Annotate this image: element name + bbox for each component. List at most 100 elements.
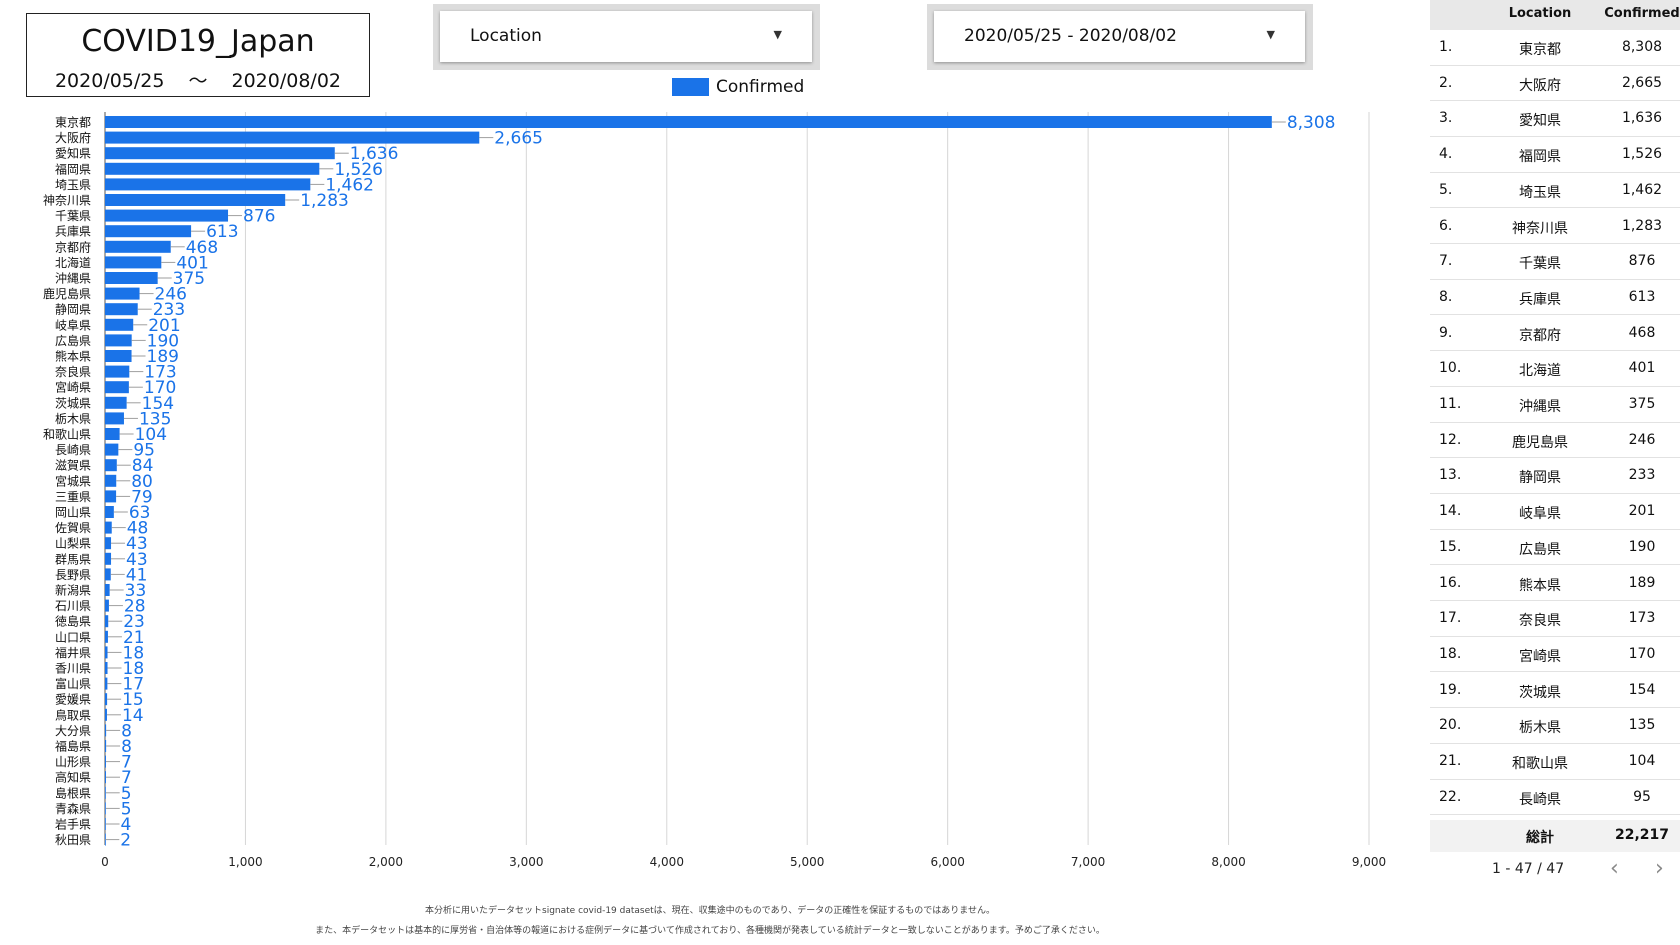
row-rank: 5. [1439, 181, 1453, 198]
table-row[interactable]: 14. 岐阜県 201 [1430, 494, 1680, 530]
category-label: 長崎県 [55, 443, 91, 457]
date-end: 2020/08/02 [231, 70, 342, 92]
category-label: 佐賀県 [55, 521, 91, 535]
table-row[interactable]: 20. 栃木県 135 [1430, 708, 1680, 744]
column-header-confirmed[interactable]: Confirmed [1604, 6, 1680, 21]
category-label: 岐阜県 [55, 318, 91, 332]
date-range-dropdown[interactable]: 2020/05/25 - 2020/08/02 ▼ [934, 11, 1305, 62]
bar [105, 615, 109, 628]
x-tick-label: 3,000 [509, 855, 543, 869]
row-location: 千葉県 [1519, 256, 1561, 273]
x-tick-label: 1,000 [228, 855, 262, 869]
category-label: 徳島県 [55, 614, 91, 629]
chevron-right-icon[interactable]: › [1655, 856, 1664, 881]
row-location: 大阪府 [1519, 77, 1561, 94]
row-confirmed: 95 [1633, 788, 1651, 805]
category-label: 栃木県 [55, 412, 91, 426]
chevron-left-icon[interactable]: ‹ [1610, 856, 1619, 881]
location-filter-dropdown[interactable]: Location ▼ [440, 11, 812, 62]
data-label: 189 [147, 347, 179, 367]
bar [105, 677, 108, 690]
category-label: 岩手県 [55, 817, 91, 832]
caret-down-icon[interactable]: ▼ [1266, 28, 1275, 41]
table-row[interactable]: 17. 奈良県 173 [1430, 601, 1680, 637]
data-label: 170 [144, 378, 176, 398]
row-rank: 19. [1439, 681, 1462, 698]
category-label: 秋田県 [55, 833, 91, 847]
bar [105, 708, 107, 721]
bar [105, 209, 229, 222]
category-label: 高知県 [55, 770, 91, 785]
bar [105, 365, 130, 378]
caret-down-icon[interactable]: ▼ [773, 28, 782, 41]
category-label: 熊本県 [55, 349, 91, 364]
table-row[interactable]: 4. 福岡県 1,526 [1430, 137, 1680, 173]
table-row[interactable]: 22. 長崎県 95 [1430, 780, 1680, 816]
data-label: 135 [139, 409, 171, 429]
table-row[interactable]: 13. 静岡県 233 [1430, 458, 1680, 494]
row-rank: 17. [1439, 610, 1462, 627]
table-row[interactable]: 10. 北海道 401 [1430, 351, 1680, 387]
table-row[interactable]: 15. 広島県 190 [1430, 530, 1680, 566]
row-rank: 16. [1439, 574, 1462, 591]
bar [105, 396, 127, 409]
x-tick-label: 7,000 [1071, 855, 1105, 869]
table-row[interactable]: 7. 千葉県 876 [1430, 244, 1680, 280]
table-row[interactable]: 2. 大阪府 2,665 [1430, 66, 1680, 102]
table-row[interactable]: 3. 愛知県 1,636 [1430, 101, 1680, 137]
table-row[interactable]: 9. 京都府 468 [1430, 316, 1680, 352]
data-label: 104 [135, 425, 167, 445]
table-row[interactable]: 1. 東京都 8,308 [1430, 30, 1680, 66]
bar [105, 490, 117, 503]
confirmed-bar-chart: 0 1,000 2,000 3,000 4,000 5,000 6,000 7,000 8,00… [43, 112, 1386, 869]
category-label: 群馬県 [55, 552, 91, 566]
category-label: 大分県 [55, 724, 91, 738]
report-date-range: 2020/05/25 〜 2020/08/02 [27, 66, 369, 93]
category-label: 和歌山県 [43, 427, 91, 442]
x-tick-label: 0 [101, 855, 109, 869]
data-label: 8,308 [1287, 113, 1336, 133]
table-row[interactable]: 6. 神奈川県 1,283 [1430, 209, 1680, 244]
table-row[interactable]: 18. 宮崎県 170 [1430, 637, 1680, 673]
row-confirmed: 233 [1628, 467, 1656, 484]
legend-swatch-confirmed [672, 78, 709, 96]
column-header-location[interactable]: Location [1508, 6, 1572, 21]
table-row[interactable]: 8. 兵庫県 613 [1430, 280, 1680, 316]
bar [105, 755, 106, 768]
category-label: 茨城県 [55, 396, 91, 410]
table-row[interactable]: 16. 熊本県 189 [1430, 566, 1680, 601]
row-confirmed: 375 [1628, 396, 1656, 412]
data-label: 33 [125, 581, 147, 601]
row-confirmed: 613 [1628, 288, 1656, 305]
data-label: 201 [148, 316, 180, 336]
table-row[interactable]: 5. 埼玉県 1,462 [1430, 173, 1680, 209]
table-row[interactable]: 21. 和歌山県 104 [1430, 744, 1680, 780]
row-rank: 8. [1439, 288, 1453, 305]
table-row[interactable]: 11. 沖縄県 375 [1430, 387, 1680, 423]
location-filter-label: Location [470, 26, 542, 46]
row-location: 栃木県 [1519, 720, 1561, 737]
table-row[interactable]: 19. 茨城県 154 [1430, 673, 1680, 709]
bar [105, 474, 117, 487]
category-label: 山梨県 [55, 537, 91, 551]
row-confirmed: 468 [1628, 324, 1656, 341]
bar [105, 334, 132, 347]
bar [105, 771, 106, 784]
bar [105, 412, 124, 425]
row-rank: 13. [1439, 467, 1462, 484]
bar [105, 818, 106, 830]
data-label: 876 [243, 207, 275, 227]
row-location: 和歌山県 [1512, 756, 1568, 772]
bar [105, 443, 119, 456]
bar [105, 240, 171, 253]
row-location: 埼玉県 [1519, 184, 1561, 201]
row-confirmed: 1,283 [1621, 217, 1663, 234]
category-label: 愛知県 [55, 147, 91, 161]
bar [105, 131, 480, 144]
x-tick-label: 5,000 [790, 855, 824, 869]
bar [105, 568, 111, 581]
bar [105, 630, 108, 643]
category-label: 三重県 [55, 490, 91, 504]
table-row[interactable]: 12. 鹿児島県 246 [1430, 423, 1680, 459]
category-label: 島根県 [55, 785, 91, 800]
